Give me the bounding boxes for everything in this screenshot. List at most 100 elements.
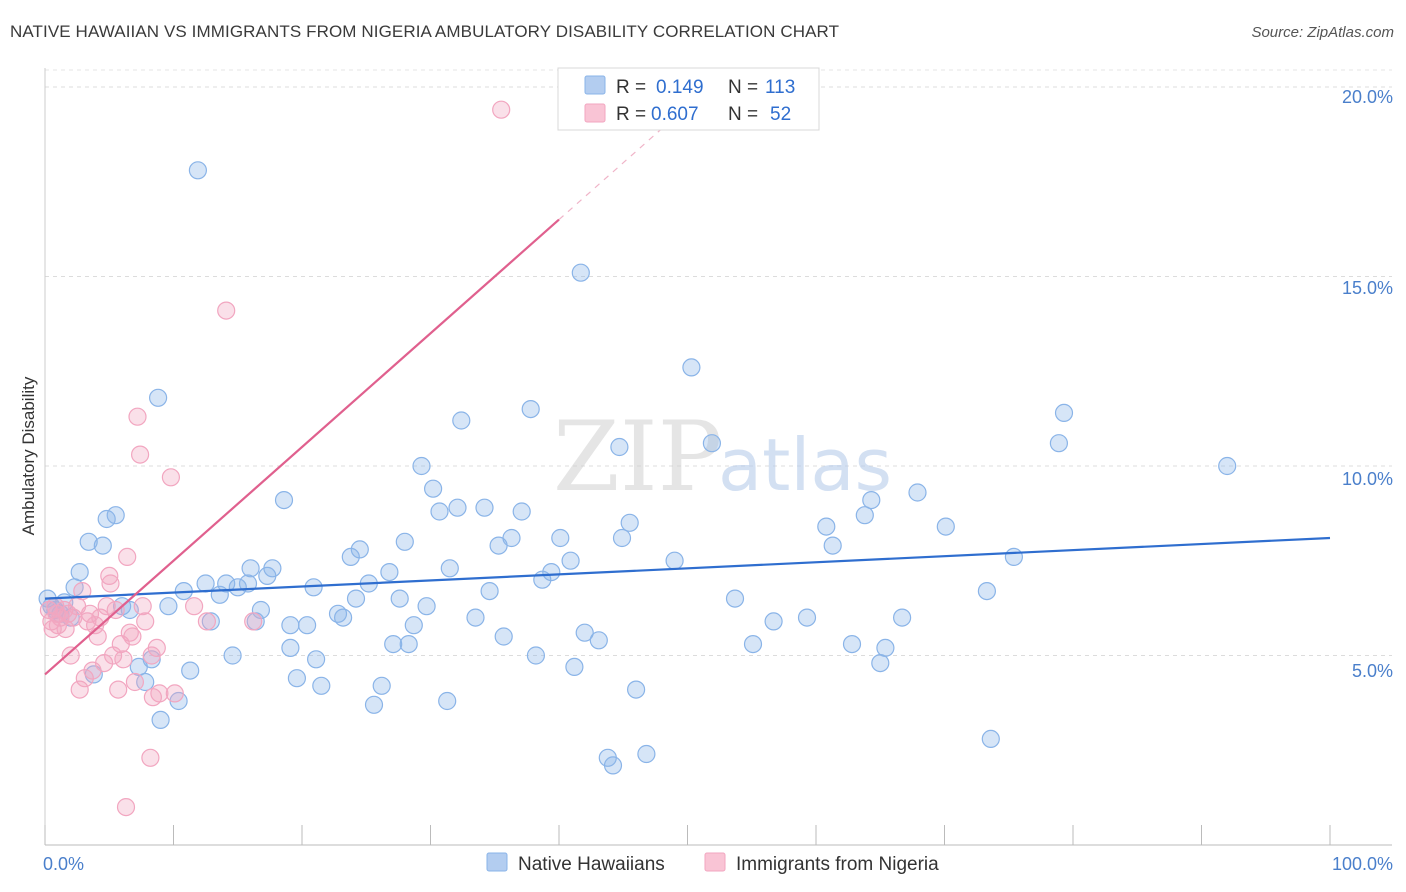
data-point	[390, 589, 409, 608]
data-point	[70, 680, 89, 699]
legend-n-value: 52	[770, 104, 791, 125]
data-point	[79, 532, 98, 551]
watermark-atlas: atlas	[718, 423, 892, 507]
data-point	[466, 608, 485, 627]
data-point	[125, 672, 144, 692]
data-point	[494, 627, 513, 646]
data-point	[399, 634, 418, 654]
data-point	[75, 669, 94, 688]
trend-line-native-hawaiians	[44, 536, 1331, 600]
data-point	[512, 502, 531, 521]
y-tick-label: 20.0%	[1342, 87, 1393, 107]
data-point	[80, 604, 100, 623]
legend-r-value: 0.607	[651, 104, 699, 125]
data-point	[97, 509, 116, 529]
data-point	[395, 532, 414, 551]
data-point	[452, 411, 471, 430]
data-point	[725, 589, 745, 608]
data-point	[817, 517, 836, 536]
legend-r-value: 0.149	[656, 77, 704, 98]
data-point	[862, 491, 881, 510]
data-point	[263, 559, 282, 578]
data-point	[589, 631, 608, 650]
legend-bottom-swatch-blue	[486, 852, 508, 872]
data-point	[100, 566, 119, 586]
legend-r-label: R =	[616, 104, 646, 125]
data-point	[150, 684, 169, 703]
x-tick-label: 100.0%	[1332, 854, 1393, 874]
data-point	[128, 407, 147, 426]
data-point	[136, 672, 155, 692]
y-tick-label: 15.0%	[1342, 278, 1393, 298]
data-point	[743, 634, 763, 654]
data-point	[797, 608, 817, 627]
data-point	[521, 400, 540, 419]
data-point	[181, 661, 200, 680]
data-point	[855, 506, 874, 525]
data-point	[147, 638, 166, 658]
data-point	[823, 536, 842, 555]
data-point	[424, 479, 443, 498]
data-point	[165, 684, 184, 703]
data-point	[73, 581, 92, 601]
data-point	[610, 437, 629, 457]
data-point	[977, 581, 997, 601]
data-point	[151, 710, 170, 730]
legend-swatch-blue	[584, 75, 606, 95]
data-point	[244, 612, 263, 631]
data-point	[142, 650, 161, 669]
data-point	[188, 161, 207, 180]
data-point	[871, 653, 890, 673]
data-point	[287, 669, 306, 688]
trend-line-extension	[558, 105, 688, 221]
data-point	[492, 100, 511, 119]
data-point	[417, 597, 436, 616]
data-point	[561, 551, 580, 570]
data-point	[571, 263, 590, 282]
data-point	[637, 744, 656, 764]
data-point	[876, 638, 895, 658]
y-tick-label: 10.0%	[1342, 469, 1393, 489]
data-point	[217, 301, 236, 320]
data-point	[149, 388, 168, 407]
data-point	[612, 528, 632, 548]
data-point	[131, 445, 150, 464]
data-point	[908, 483, 927, 502]
data-point	[228, 578, 247, 597]
source-label: Source: ZipAtlas.com	[1251, 24, 1394, 41]
data-point	[114, 650, 133, 669]
data-point	[281, 616, 300, 635]
data-point	[281, 638, 300, 658]
data-point	[1218, 456, 1237, 476]
data-point	[97, 597, 116, 616]
trend-lines	[44, 105, 1331, 676]
data-point	[136, 612, 155, 631]
data-point	[438, 691, 457, 711]
data-point	[298, 616, 317, 635]
legend-bottom-label: Immigrants from Nigeria	[736, 854, 939, 875]
data-point	[185, 597, 204, 616]
x-tick-label: 0.0%	[43, 854, 84, 874]
data-point	[412, 456, 431, 476]
x-tick-marks	[44, 825, 1331, 845]
data-point	[440, 559, 459, 578]
data-point	[350, 540, 369, 559]
data-point	[197, 612, 216, 631]
legend-r-label: R =	[616, 77, 646, 98]
data-point	[201, 612, 220, 631]
y-axis-label: Ambulatory Disability	[19, 376, 38, 535]
data-point	[196, 574, 215, 593]
data-point	[106, 506, 125, 525]
data-point	[241, 559, 260, 578]
data-point	[475, 498, 494, 517]
legend-bottom-label: Native Hawaiians	[518, 854, 665, 875]
y-tick-label: 5.0%	[1352, 661, 1393, 681]
data-point	[312, 676, 331, 695]
chart-title: NATIVE HAWAIIAN VS IMMIGRANTS FROM NIGER…	[10, 22, 840, 41]
data-point	[764, 612, 783, 631]
watermark-zip: ZIP	[553, 401, 722, 513]
data-point	[430, 502, 449, 521]
legend-n-value: 113	[765, 77, 795, 98]
data-point	[620, 513, 639, 532]
data-point	[565, 657, 584, 677]
